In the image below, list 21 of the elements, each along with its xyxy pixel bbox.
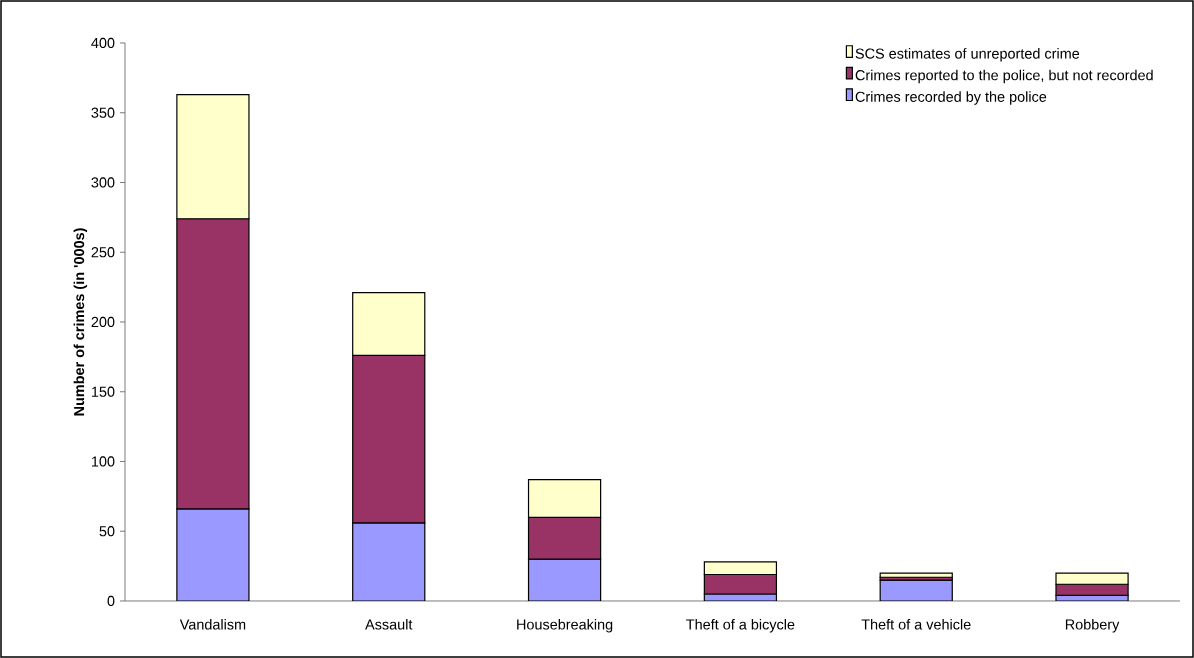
x-tick-label: Theft of a vehicle: [861, 619, 971, 630]
legend-label: Crimes reported to the police, but not recorded: [855, 69, 1153, 84]
x-tick-label: Robbery: [1065, 619, 1120, 633]
y-tick-label: 50: [99, 526, 115, 537]
bar: [879, 572, 953, 578]
y-tick-label: 250: [91, 247, 115, 258]
x-tick-label: Assault: [365, 619, 413, 630]
x-tick-label: Vandalism: [179, 619, 246, 630]
y-tick-label: 0: [107, 595, 115, 607]
y-tick-label: 100: [91, 456, 115, 467]
x-tick-label: Housebreaking: [517, 619, 613, 633]
y-tick-label: 400: [91, 37, 115, 49]
y-axis-title: Number of crimes (in '000s): [73, 228, 88, 416]
legend-label: Crimes recorded by the police: [855, 91, 1047, 105]
y-tick-label: 350: [91, 107, 115, 118]
x-tick-label: Theft of a bicycle: [686, 619, 795, 633]
legend-label: SCS estimates of unreported crime: [855, 48, 1080, 62]
bar: [879, 579, 953, 601]
y-tick-label: 200: [91, 316, 115, 328]
y-tick-label: 150: [91, 386, 115, 397]
y-tick-label: 300: [91, 177, 115, 188]
